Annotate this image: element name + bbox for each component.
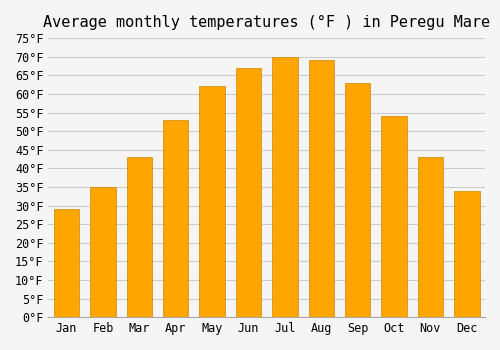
Bar <box>200 86 225 317</box>
Bar <box>272 57 297 317</box>
Bar <box>54 209 80 317</box>
Bar <box>90 187 116 317</box>
Bar <box>345 83 370 317</box>
Title: Average monthly temperatures (°F ) in Peregu Mare: Average monthly temperatures (°F ) in Pe… <box>43 15 490 30</box>
Bar <box>236 68 261 317</box>
Bar <box>382 116 407 317</box>
Bar <box>418 157 443 317</box>
Bar <box>454 191 479 317</box>
Bar <box>308 61 334 317</box>
Bar <box>163 120 188 317</box>
Bar <box>126 157 152 317</box>
